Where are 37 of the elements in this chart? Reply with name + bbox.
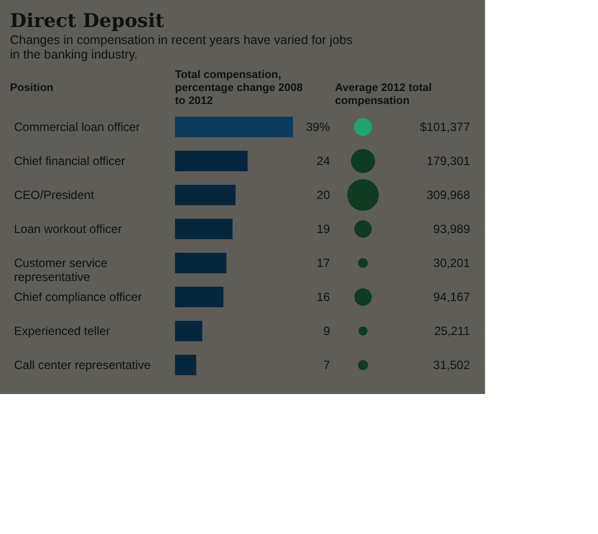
y-tick-label: Chief compliance officer	[14, 290, 142, 304]
data-label: 94,167	[433, 290, 470, 304]
chart-title: Direct Deposit	[10, 10, 164, 32]
y-tick-label: Chief financial officer	[14, 154, 126, 168]
data-label: 93,989	[433, 222, 470, 236]
bar	[175, 354, 196, 376]
y-tick-label: Loan workout officer	[14, 222, 122, 236]
bar	[175, 150, 248, 172]
bar	[175, 252, 226, 274]
data-label: 17	[316, 256, 330, 270]
data-label: $101,377	[420, 120, 470, 134]
bar	[175, 286, 224, 308]
y-tick-label: Customer service representative	[14, 256, 108, 284]
bar	[175, 116, 293, 138]
x-axis-title: Total compensation, percentage change 2008 to 2012	[175, 69, 303, 107]
bar	[175, 320, 202, 342]
data-label: 31,502	[433, 358, 470, 372]
y-tick-label: Experienced teller	[14, 324, 110, 338]
data-label: 9	[323, 324, 330, 338]
data-label: 24	[316, 154, 330, 168]
data-label: 16	[316, 290, 330, 304]
bar	[175, 218, 232, 240]
y-tick-label: Call center representative	[14, 358, 152, 372]
y-tick-label: Commercial loan officer	[14, 120, 140, 134]
data-label: 19	[316, 222, 330, 236]
data-label: 39%	[306, 120, 330, 134]
data-label: 179,301	[426, 154, 470, 168]
text: Average 2012 total compensation	[335, 82, 432, 107]
data-label: 20	[316, 188, 330, 202]
bar	[175, 184, 236, 206]
data-label: 7	[323, 358, 330, 372]
y-tick-label: CEO/President	[14, 188, 95, 202]
data-label: 30,201	[433, 256, 470, 270]
data-label: 25,211	[434, 324, 470, 338]
y-axis-title: Position	[10, 82, 54, 94]
chart-subtitle: Changes in compensation in recent years have varied for jobs in the banking industry.	[10, 33, 353, 62]
data-label: 309,968	[426, 188, 470, 202]
